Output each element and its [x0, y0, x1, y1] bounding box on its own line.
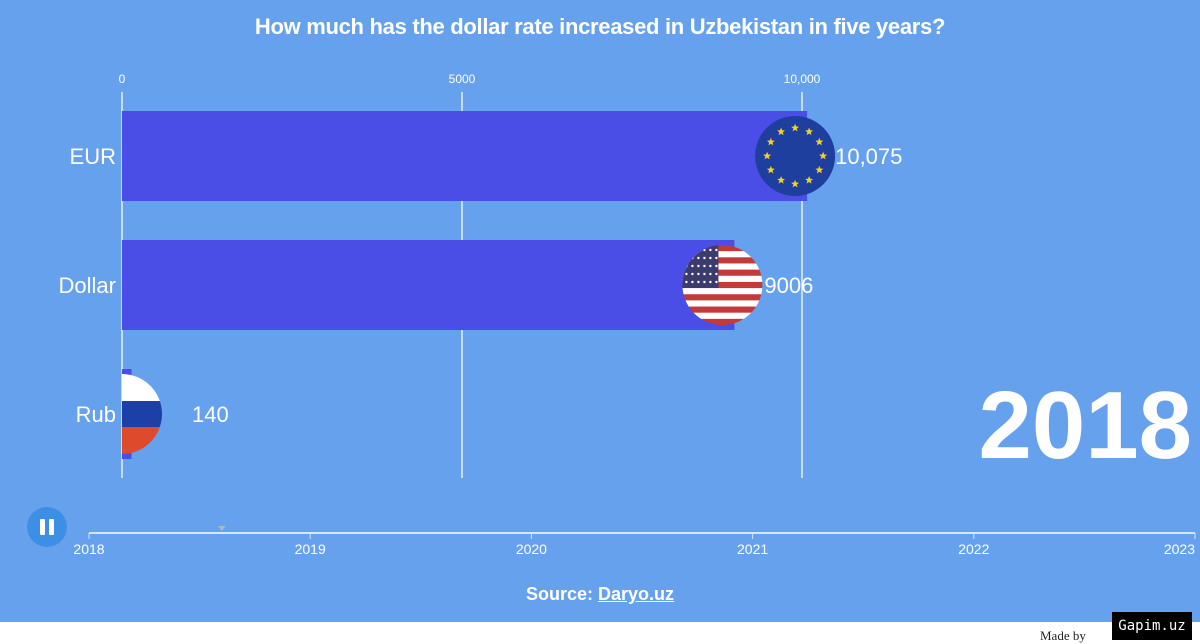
bars: [122, 111, 836, 459]
stripe: [682, 318, 763, 325]
value-label: 140: [192, 402, 229, 427]
x-tick-label: 5000: [449, 72, 476, 86]
star: [685, 280, 688, 284]
star: [805, 176, 814, 184]
timeline-label: 2022: [958, 541, 989, 557]
timeline-label: 2018: [73, 541, 104, 557]
timeline-handle[interactable]: [217, 526, 226, 531]
star: [697, 280, 700, 284]
star: [703, 256, 706, 260]
made-by-text: Made by: [1040, 628, 1086, 643]
stripe-blue: [122, 401, 162, 427]
flag: [682, 245, 763, 325]
value-label: 9006: [764, 273, 813, 298]
star: [715, 248, 718, 252]
chart-title: How much has the dollar rate increased i…: [254, 14, 946, 39]
star: [703, 272, 706, 276]
timeline-label: 2019: [295, 541, 326, 557]
star: [763, 151, 772, 160]
star: [703, 280, 706, 284]
stripe: [682, 300, 763, 308]
us-flag-icon: [682, 245, 763, 325]
stripe: [682, 306, 763, 314]
star: [709, 280, 712, 284]
timeline-label: 2023: [1164, 541, 1195, 557]
star: [697, 264, 700, 268]
stripe-red: [122, 427, 162, 454]
star: [815, 165, 824, 174]
category-label: Rub: [76, 402, 116, 427]
value-label: 10,075: [835, 144, 902, 169]
star: [709, 248, 712, 252]
stripe: [682, 269, 763, 277]
bar-eur: [122, 111, 808, 201]
source-prefix: Source:: [525, 584, 598, 604]
star: [715, 256, 718, 260]
stripe-white: [122, 374, 162, 401]
star: [777, 176, 786, 184]
star: [691, 272, 694, 276]
stripe: [682, 245, 763, 252]
stripe: [682, 294, 763, 301]
star: [791, 179, 800, 188]
star: [691, 280, 694, 284]
star: [791, 123, 800, 132]
x-tick-label: 0: [119, 72, 126, 86]
pause-button[interactable]: [27, 507, 67, 547]
star: [703, 264, 706, 268]
eu-flag-icon: [755, 116, 836, 196]
star: [766, 137, 775, 146]
star: [691, 264, 694, 268]
star: [815, 137, 824, 146]
stripe: [682, 312, 763, 320]
bar-chart: 0 5000 10,000 EUR 10,075 Dollar 9006 Rub 140 2018…: [59, 72, 1196, 557]
star: [766, 165, 775, 174]
category-label: Dollar: [59, 273, 116, 298]
star: [805, 127, 814, 136]
bar-dollar: [122, 240, 735, 330]
pause-icon-bar: [49, 519, 54, 535]
stripe: [682, 281, 763, 289]
timeline-label: 2021: [737, 541, 768, 557]
stripe: [682, 288, 763, 295]
watermark: Gapim.uz: [1112, 612, 1192, 640]
star: [715, 280, 718, 284]
x-tick-label: 10,000: [784, 72, 821, 86]
stripe: [682, 275, 763, 283]
star: [709, 264, 712, 268]
star: [709, 272, 712, 276]
star: [819, 151, 828, 160]
star: [697, 272, 700, 276]
star: [697, 256, 700, 260]
current-year-label: 2018: [978, 372, 1192, 479]
star: [685, 272, 688, 276]
source-link[interactable]: Daryo.uz: [598, 584, 675, 604]
source-note: Source: Daryo.uz: [0, 584, 1200, 605]
category-label: EUR: [70, 144, 116, 169]
star: [715, 264, 718, 268]
star: [715, 272, 718, 276]
chart-panel: How much has the dollar rate increased i…: [0, 0, 1200, 622]
star: [709, 256, 712, 260]
pause-icon: [40, 519, 45, 535]
star: [777, 127, 786, 136]
stripe: [682, 257, 763, 264]
stripe: [682, 263, 763, 271]
stripe: [682, 251, 763, 258]
timeline-label: 2020: [516, 541, 547, 557]
flag: [755, 116, 836, 196]
